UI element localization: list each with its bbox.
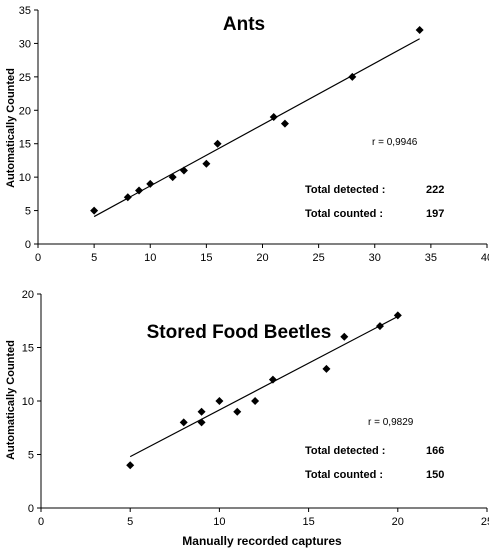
- beetles-x-tick-label: 25: [481, 516, 489, 528]
- beetles-chart: 0 5 10 15 20 0 5 10 15 20 25 Stored Food Beetles Aut…: [5, 289, 489, 548]
- beetles-total-counted-label: Total counted :: [305, 469, 383, 481]
- beetles-y-tick-label: 0: [28, 503, 34, 515]
- ants-y-axis-label: Automatically Counted: [5, 68, 17, 188]
- beetles-y-axis-label: Automatically Counted: [5, 340, 17, 460]
- ants-y-tick-label: 15: [19, 139, 31, 151]
- beetles-x-tick-label: 0: [38, 516, 44, 528]
- ants-y-tick-label: 0: [25, 239, 31, 251]
- beetles-data-point: [197, 407, 206, 416]
- ants-x-tick-label: 15: [200, 252, 212, 264]
- beetles-data-point: [179, 418, 188, 427]
- beetles-data-point: [268, 375, 277, 384]
- beetles-data-point: [215, 397, 224, 405]
- ants-y-tick-label: 35: [19, 5, 31, 17]
- ants-data-point: [123, 193, 132, 202]
- ants-total-counted-label: Total counted :: [305, 208, 383, 220]
- ants-total-detected-label: Total detected :: [305, 184, 385, 196]
- beetles-data-point: [340, 332, 349, 341]
- beetles-total-detected-value: 166: [426, 445, 444, 457]
- beetles-x-tick-label: 10: [213, 516, 225, 528]
- beetles-x-axis-label: Manually recorded captures: [182, 534, 342, 548]
- beetles-r-value: r = 0,9829: [368, 417, 414, 428]
- ants-x-tick-label: 40: [481, 252, 489, 264]
- beetles-x-tick-label: 5: [127, 516, 133, 528]
- ants-y-tick-label: 10: [19, 172, 31, 184]
- beetles-data-point: [197, 418, 206, 427]
- beetles-total-counted-value: 150: [426, 469, 444, 481]
- beetles-data-point: [375, 322, 384, 331]
- ants-title: Ants: [223, 14, 265, 35]
- beetles-x-tick-label: 15: [302, 516, 314, 528]
- ants-data-point: [202, 159, 211, 168]
- beetles-y-tick-label: 20: [22, 289, 34, 301]
- beetles-y-tick-label: 10: [22, 396, 34, 408]
- ants-x-tick-label: 20: [256, 252, 268, 264]
- beetles-data-point: [126, 461, 135, 470]
- ants-x-tick-label: 25: [313, 252, 325, 264]
- beetles-data-point: [322, 364, 331, 373]
- ants-y-tick-label: 25: [19, 72, 31, 84]
- ants-data-point: [213, 139, 222, 148]
- ants-data-point: [135, 186, 144, 195]
- ants-chart: 0 5 10 15 20 25 30 35 0 5 10 15 20 25 30 35 40 Ants Automa…: [5, 5, 489, 264]
- ants-r-value: r = 0,9946: [372, 137, 418, 148]
- ants-data-point: [415, 26, 424, 35]
- beetles-total-detected-label: Total detected :: [305, 445, 385, 457]
- ants-y-tick-label: 20: [19, 105, 31, 117]
- ants-data-point: [90, 206, 99, 215]
- ants-data-point: [280, 119, 289, 128]
- ants-data-point: [168, 173, 177, 182]
- beetles-data-point: [393, 311, 402, 320]
- ants-y-tick-label: 5: [25, 206, 31, 218]
- ants-x-tick-label: 0: [35, 252, 41, 264]
- ants-x-tick-label: 10: [144, 252, 156, 264]
- beetles-x-tick-label: 20: [392, 516, 404, 528]
- ants-data-point: [146, 179, 155, 188]
- beetles-data-point: [251, 397, 260, 405]
- ants-x-tick-label: 30: [369, 252, 381, 264]
- ants-data-point: [269, 112, 278, 121]
- beetles-y-tick-label: 15: [22, 343, 34, 355]
- beetles-trendline: [129, 315, 399, 458]
- beetles-data-point: [233, 407, 242, 416]
- ants-data-point: [179, 166, 188, 175]
- ants-data-point: [348, 72, 357, 81]
- ants-trendline: [93, 38, 420, 218]
- ants-total-counted-value: 197: [426, 208, 444, 220]
- ants-x-tick-label: 5: [91, 252, 97, 264]
- ants-y-tick-label: 30: [19, 38, 31, 50]
- beetles-title: Stored Food Beetles: [147, 322, 332, 343]
- ants-total-detected-value: 222: [426, 184, 444, 196]
- ants-x-tick-label: 35: [425, 252, 437, 264]
- beetles-y-tick-label: 5: [28, 450, 34, 462]
